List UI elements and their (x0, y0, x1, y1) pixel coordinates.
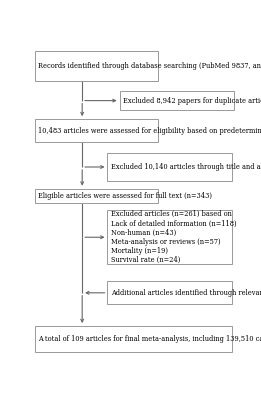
FancyBboxPatch shape (35, 188, 158, 203)
FancyBboxPatch shape (35, 51, 158, 81)
FancyBboxPatch shape (35, 326, 232, 352)
Text: 10,483 articles were assessed for eligibility based on predetermined inclusion c: 10,483 articles were assessed for eligib… (38, 127, 261, 135)
FancyBboxPatch shape (35, 119, 158, 142)
Text: Records identified through database searching (PubMed 9837, and Web of Science 9: Records identified through database sear… (38, 62, 261, 70)
Text: Eligible articles were assessed for full text (n=343): Eligible articles were assessed for full… (38, 192, 212, 200)
FancyBboxPatch shape (108, 153, 232, 181)
Text: A total of 109 articles for final meta-analysis, including 139,510 cases and 208: A total of 109 articles for final meta-a… (38, 335, 261, 343)
FancyBboxPatch shape (120, 91, 234, 110)
FancyBboxPatch shape (108, 281, 232, 304)
Text: Excluded 10,140 articles through title and abstract review (not related TERT and: Excluded 10,140 articles through title a… (111, 163, 261, 171)
Text: Additional articles identified through relevant reference publications (n=27): Additional articles identified through r… (111, 289, 261, 297)
Text: Excluded articles (n=261) based on
Lack of detailed information (n=118)
Non-huma: Excluded articles (n=261) based on Lack … (111, 210, 237, 264)
Text: Excluded 8,942 papers for duplicate articles: Excluded 8,942 papers for duplicate arti… (123, 97, 261, 105)
FancyBboxPatch shape (108, 210, 232, 264)
